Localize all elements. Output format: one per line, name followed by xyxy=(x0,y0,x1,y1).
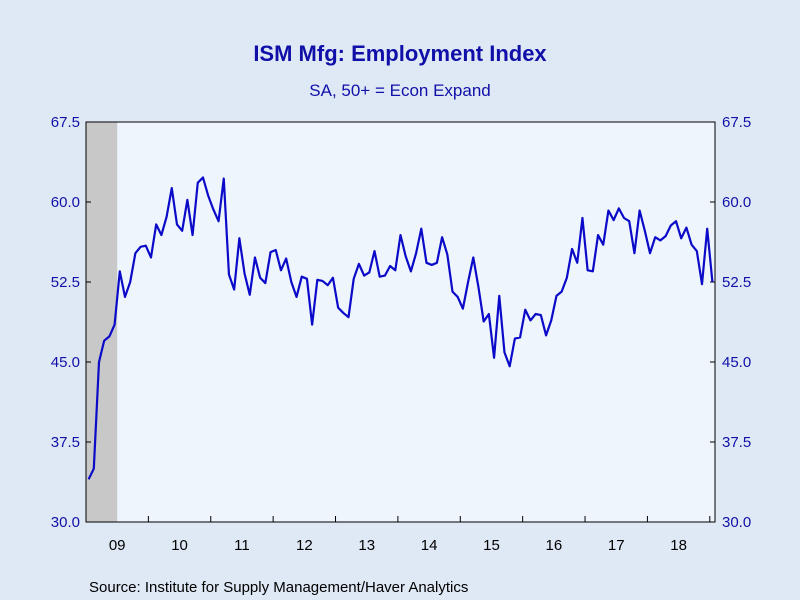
x-tick-label: 17 xyxy=(608,537,625,554)
chart-subtitle: SA, 50+ = Econ Expand xyxy=(309,81,490,100)
y-tick-label-right: 60.0 xyxy=(722,194,751,211)
chart-title: ISM Mfg: Employment Index xyxy=(253,41,547,66)
plot-area xyxy=(86,122,715,522)
x-tick-label: 13 xyxy=(358,537,375,554)
y-tick-label-left: 60.0 xyxy=(51,194,80,211)
x-tick-label: 16 xyxy=(546,537,563,554)
y-tick-label-left: 45.0 xyxy=(51,354,80,371)
x-tick-label: 12 xyxy=(296,537,313,554)
x-tick-label: 15 xyxy=(483,537,500,554)
source-note: Source: Institute for Supply Management/… xyxy=(89,579,468,596)
y-tick-label-right: 52.5 xyxy=(722,274,751,291)
y-tick-label-left: 30.0 xyxy=(51,514,80,531)
plot-frame xyxy=(85,121,716,523)
recession-shading xyxy=(86,122,118,522)
x-axis: 09 10 11 12 13 14 15 16 17 18 xyxy=(109,516,711,554)
x-tick-label: 18 xyxy=(670,537,687,554)
x-tick-label: 10 xyxy=(171,537,188,554)
y-axis-left: 30.0 37.5 45.0 52.5 60.0 67.5 xyxy=(51,114,91,531)
x-tick-label: 11 xyxy=(234,537,250,554)
y-tick-label-left: 67.5 xyxy=(51,114,80,131)
x-tick-label: 09 xyxy=(109,537,126,554)
y-tick-label-left: 37.5 xyxy=(51,434,80,451)
y-tick-label-right: 45.0 xyxy=(722,354,751,371)
y-tick-label-right: 30.0 xyxy=(722,514,751,531)
y-axis-right: 30.0 37.5 45.0 52.5 60.0 67.5 xyxy=(710,114,751,531)
y-tick-label-right: 37.5 xyxy=(722,434,751,451)
x-tick-label: 14 xyxy=(421,537,438,554)
y-tick-label-right: 67.5 xyxy=(722,114,751,131)
series-line-employment-index xyxy=(87,176,714,480)
y-tick-label-left: 52.5 xyxy=(51,274,80,291)
